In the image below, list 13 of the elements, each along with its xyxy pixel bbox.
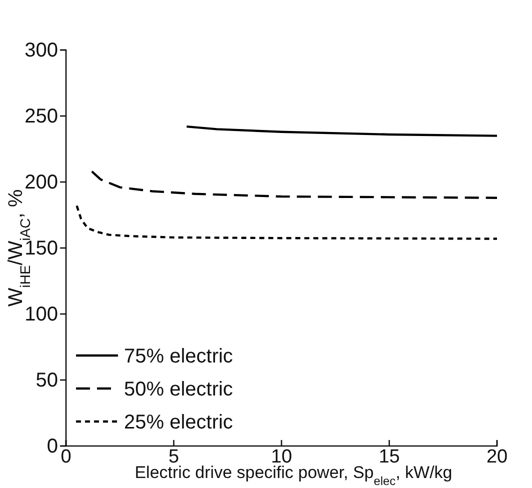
line-series: [186, 125, 498, 137]
legend-label: 75% electric: [124, 346, 233, 368]
y-tick-label: 50: [36, 369, 58, 392]
y-tick-label: 300: [24, 39, 58, 62]
x-tick-label: 20: [486, 446, 508, 468]
line-series: [76, 204, 498, 240]
y-tick-label: 200: [24, 171, 58, 194]
y-tick-label: 100: [24, 303, 58, 326]
line-series: [90, 170, 498, 199]
y-tick-label: 250: [24, 105, 58, 128]
legend-label: 50% electric: [124, 378, 233, 400]
legend-label: 25% electric: [124, 412, 233, 434]
x-tick-label: 0: [60, 446, 72, 468]
